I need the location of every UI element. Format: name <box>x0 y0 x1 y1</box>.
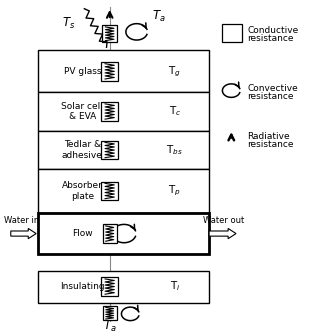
FancyArrow shape <box>209 228 236 239</box>
Text: $T_a$: $T_a$ <box>152 9 166 24</box>
Text: $T_s$: $T_s$ <box>62 16 75 31</box>
Bar <box>101 182 118 200</box>
Bar <box>38 50 209 92</box>
Bar <box>38 131 209 169</box>
Bar <box>38 92 209 131</box>
Text: PV glass: PV glass <box>64 67 101 76</box>
Bar <box>103 306 117 320</box>
Text: Flow: Flow <box>72 229 93 238</box>
Bar <box>101 277 118 296</box>
Bar <box>38 169 209 213</box>
Bar <box>101 102 118 121</box>
Text: resistance: resistance <box>247 34 294 43</box>
Text: resistance: resistance <box>247 140 294 149</box>
Text: resistance: resistance <box>247 92 294 101</box>
Text: $T_a$: $T_a$ <box>103 319 117 334</box>
Bar <box>101 62 118 81</box>
Bar <box>103 224 117 243</box>
Bar <box>102 25 117 42</box>
Bar <box>38 271 209 303</box>
Text: Solar cell
& EVA: Solar cell & EVA <box>61 102 103 121</box>
Bar <box>38 213 209 255</box>
Bar <box>101 141 118 159</box>
Text: Tedlar &
adhesive: Tedlar & adhesive <box>62 140 103 160</box>
Text: Water in: Water in <box>4 215 39 224</box>
Text: Convective: Convective <box>247 84 298 93</box>
Text: Water out: Water out <box>203 215 244 224</box>
Text: Insulating: Insulating <box>60 282 105 291</box>
Text: T$_g$: T$_g$ <box>168 64 181 78</box>
FancyArrow shape <box>11 228 36 239</box>
Text: T$_c$: T$_c$ <box>168 105 181 119</box>
Text: Radiative: Radiative <box>247 132 290 141</box>
Text: T$_p$: T$_p$ <box>168 184 181 198</box>
Text: T$_{bs}$: T$_{bs}$ <box>167 143 183 157</box>
Text: T$_i$: T$_i$ <box>169 280 180 294</box>
Text: Absorber
plate: Absorber plate <box>62 181 103 201</box>
Text: Conductive: Conductive <box>247 26 298 35</box>
Bar <box>222 24 242 42</box>
